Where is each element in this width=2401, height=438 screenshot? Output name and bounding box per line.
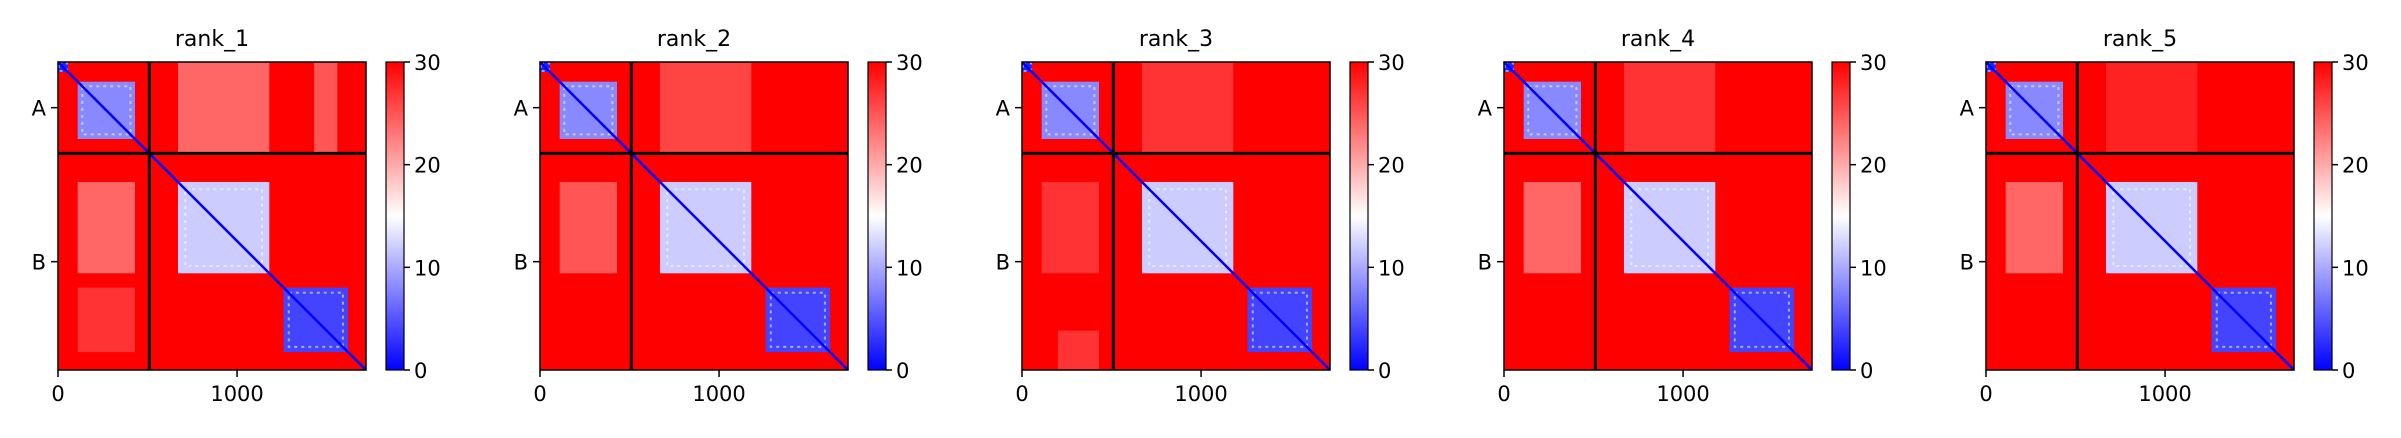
block-texture — [2112, 188, 2191, 267]
colorbar-tick-label: 20 — [1378, 154, 1405, 178]
colorbar-tick-label: 20 — [2342, 154, 2369, 178]
colorbar — [867, 61, 887, 371]
colorbar-tick-label: 0 — [414, 359, 427, 383]
axes-frame — [57, 61, 367, 371]
diagonal-line — [57, 61, 367, 371]
block-texture — [57, 61, 69, 73]
offdiag-patch — [1041, 181, 1099, 274]
diagonal-line — [1503, 61, 1813, 371]
axes-frame — [1985, 61, 2295, 371]
diagonal-line — [1985, 61, 2295, 371]
colorbar — [1349, 61, 1369, 371]
colorbar-tick-label: 20 — [414, 154, 441, 178]
colorbar-tick-label: 10 — [1860, 256, 1887, 280]
panel-title: rank_3 — [1139, 27, 1213, 52]
block-texture — [1251, 291, 1308, 348]
colorbar-tick-label: 30 — [1378, 51, 1405, 75]
block-texture — [563, 85, 614, 136]
offdiag-patch — [177, 62, 270, 154]
panel-title: rank_5 — [2103, 27, 2177, 52]
heatmap-panel-4: rank_4 A B 0 1000 0 10 20 30 — [1478, 27, 1887, 406]
colorbar — [2313, 61, 2333, 371]
block-texture — [1503, 61, 1515, 73]
diagonal-line — [539, 61, 849, 371]
y-tick-label: A — [1960, 97, 1975, 121]
x-tick-label: 0 — [1979, 382, 1992, 406]
colorbar-tick-label: 30 — [2342, 51, 2369, 75]
block-texture — [1045, 85, 1096, 136]
x-tick-label: 1000 — [1174, 382, 1227, 406]
x-tick-label: 1000 — [2138, 382, 2191, 406]
offdiag-patch — [2105, 62, 2198, 154]
block-texture — [1148, 188, 1227, 267]
y-tick-label: B — [1960, 251, 1974, 275]
block-texture — [81, 85, 132, 136]
panel-title: rank_2 — [657, 27, 731, 52]
block-texture — [1733, 291, 1790, 348]
colorbar-tick-label: 20 — [1860, 154, 1887, 178]
offdiag-patch — [559, 181, 617, 274]
colorbar — [385, 61, 405, 371]
heatmap-panel-5: rank_5 A B 0 1000 0 10 20 30 — [1960, 27, 2369, 406]
y-tick-label: A — [32, 97, 47, 121]
offdiag-patch — [314, 62, 338, 154]
offdiag-patch — [1623, 62, 1716, 154]
heatmap-panel-3: rank_3 A B 0 1000 0 10 20 30 — [996, 27, 1405, 406]
colorbar-tick-label: 20 — [896, 154, 923, 178]
block-texture — [1527, 85, 1578, 136]
colorbar-tick-label: 0 — [1860, 359, 1873, 383]
block-texture — [769, 291, 826, 348]
y-tick-label: A — [514, 97, 529, 121]
x-tick-label: 0 — [533, 382, 546, 406]
x-tick-label: 1000 — [692, 382, 745, 406]
colorbar-tick-label: 10 — [414, 256, 441, 280]
block-texture — [539, 61, 551, 73]
offdiag-patch — [1523, 181, 1581, 274]
y-tick-label: A — [996, 97, 1011, 121]
offdiag-patch — [1141, 62, 1234, 154]
offdiag-patch — [2005, 181, 2063, 274]
offdiag-patch — [1057, 330, 1099, 370]
y-tick-label: B — [32, 251, 46, 275]
diagonal-line — [1021, 61, 1331, 371]
offdiag-patch — [659, 62, 752, 154]
x-tick-label: 0 — [1497, 382, 1510, 406]
block-texture — [1630, 188, 1709, 267]
y-tick-label: B — [996, 251, 1010, 275]
y-tick-label: A — [1478, 97, 1493, 121]
block-texture — [184, 188, 263, 267]
colorbar-tick-label: 30 — [896, 51, 923, 75]
x-tick-label: 0 — [51, 382, 64, 406]
colorbar-tick-label: 0 — [1378, 359, 1391, 383]
axes-frame — [1021, 61, 1331, 371]
colorbar-tick-label: 0 — [2342, 359, 2355, 383]
block-texture — [666, 188, 745, 267]
panel-title: rank_1 — [175, 27, 249, 52]
block-texture — [2009, 85, 2060, 136]
colorbar-tick-label: 30 — [1860, 51, 1887, 75]
x-tick-label: 1000 — [210, 382, 263, 406]
axes-frame — [539, 61, 849, 371]
offdiag-patch — [77, 181, 135, 274]
heatmap-panel-2: rank_2 A B 0 1000 0 10 20 30 — [514, 27, 923, 406]
x-tick-label: 0 — [1015, 382, 1028, 406]
offdiag-patch — [77, 287, 135, 353]
block-texture — [1985, 61, 1997, 73]
colorbar-tick-label: 10 — [896, 256, 923, 280]
y-tick-label: B — [514, 251, 528, 275]
colorbar-tick-label: 10 — [2342, 256, 2369, 280]
heatmap-panel-1: rank_1 A B 0 1000 0 10 20 30 — [32, 27, 441, 406]
colorbar-tick-label: 10 — [1378, 256, 1405, 280]
colorbar — [1831, 61, 1851, 371]
y-tick-label: B — [1478, 251, 1492, 275]
block-texture — [2215, 291, 2272, 348]
panel-title: rank_4 — [1621, 27, 1695, 52]
axes-frame — [1503, 61, 1813, 371]
block-texture — [287, 291, 344, 348]
x-tick-label: 1000 — [1656, 382, 1709, 406]
colorbar-tick-label: 0 — [896, 359, 909, 383]
block-texture — [1021, 61, 1033, 73]
colorbar-tick-label: 30 — [414, 51, 441, 75]
